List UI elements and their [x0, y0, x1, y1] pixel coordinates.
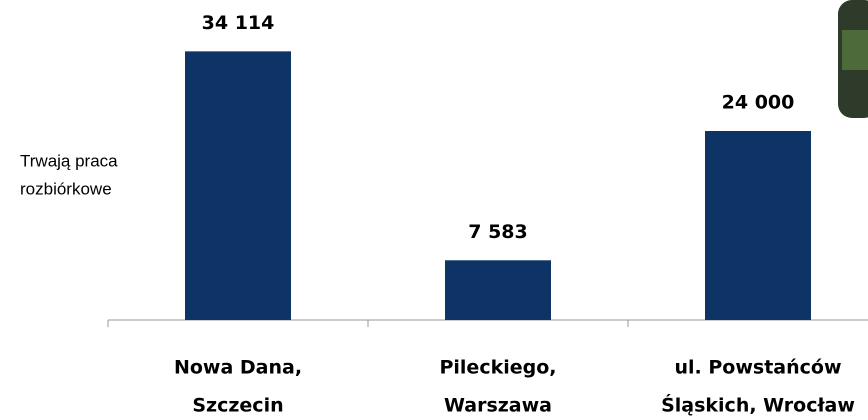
x-tick-label: ul. Powstańców: [674, 357, 841, 379]
value-label: 7 583: [468, 221, 528, 243]
x-tick-label: Warszawa: [444, 395, 552, 417]
annotation: rozbiórkowe: [20, 179, 112, 198]
x-tick-label: Pileckiego,: [439, 357, 556, 379]
x-tick-label: Śląskich, Wrocław: [661, 393, 855, 417]
photo-fragment: [842, 30, 868, 70]
bar: [445, 260, 551, 320]
x-tick-label: Szczecin: [192, 395, 283, 417]
annotation: Trwają praca: [20, 151, 118, 170]
value-label: 34 114: [202, 12, 275, 34]
value-label: 24 000: [722, 92, 795, 114]
x-tick-label: Nowa Dana,: [174, 357, 302, 379]
bar: [185, 51, 291, 321]
bar: [705, 131, 811, 320]
